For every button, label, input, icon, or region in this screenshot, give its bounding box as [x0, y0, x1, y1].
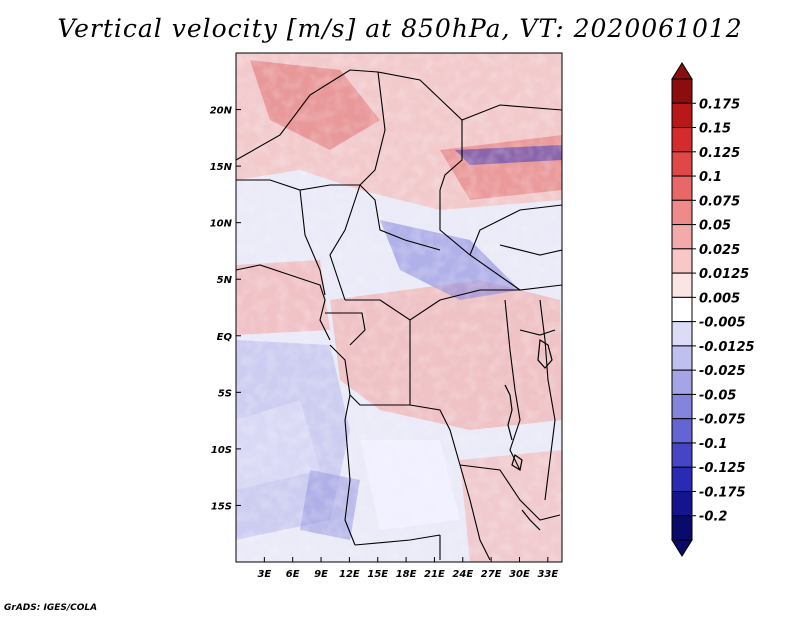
colorbar-label: 0.15	[699, 122, 731, 137]
colorbar-swatch	[671, 78, 693, 104]
colorbar-label: 0.075	[699, 194, 740, 209]
colorbar-max-arrow	[671, 62, 693, 80]
lon-tick-label: 27E	[481, 569, 502, 580]
colorbar-swatch	[671, 321, 693, 347]
colorbar-label: -0.025	[699, 364, 746, 379]
lon-tick-label: 6E	[286, 569, 300, 580]
lat-tick-label: 5N	[217, 275, 233, 286]
colorbar-label: 0.025	[699, 243, 740, 258]
colorbar-swatch	[671, 466, 693, 492]
colorbar-label: -0.005	[699, 316, 746, 331]
lat-tick-label: 10S	[211, 445, 232, 456]
colorbar-swatch	[671, 224, 693, 250]
colorbar-swatch	[671, 102, 693, 129]
colorbar-swatch	[671, 345, 693, 371]
lat-tick-label: 15S	[211, 501, 232, 512]
colorbar-swatch	[671, 199, 693, 226]
colorbar-swatch	[671, 272, 693, 298]
lat-tick-label: EQ	[217, 332, 233, 343]
colorbar-label: -0.175	[699, 485, 746, 500]
lon-tick-label: 33E	[537, 569, 558, 580]
colorbar-label: 0.0125	[699, 267, 749, 282]
country-boundaries	[236, 69, 562, 561]
lat-tick-label: 20N	[210, 106, 233, 117]
colorbar-swatch	[671, 515, 693, 541]
colorbar-min-arrow	[671, 539, 693, 557]
lat-tick-label: 15N	[210, 162, 233, 173]
colorbar-swatch	[671, 393, 693, 420]
colorbar-swatch	[671, 490, 693, 517]
lat-tick-label: 10N	[210, 219, 233, 230]
colorbar-label: 0.1	[699, 170, 722, 185]
map-title: Vertical velocity [m/s] at 850hPa, VT: 2…	[57, 14, 743, 43]
vertical-velocity-field	[236, 53, 562, 562]
colorbar-swatch	[671, 418, 693, 444]
colorbar-swatch	[671, 442, 693, 468]
grads-credit: GrADS: IGES/COLA	[4, 603, 98, 613]
colorbar-label: -0.075	[699, 413, 746, 428]
colorbar-label: -0.1	[699, 437, 727, 452]
colorbar-swatch	[671, 127, 693, 153]
lakes	[504, 338, 553, 531]
colorbar: 0.175 0.15 0.125 0.1 0.075 0.05 0.025 0.0125 0.0…	[671, 62, 755, 557]
latitude-ticks: 20N 15N 10N 5N EQ 5S 10S 15S	[210, 106, 241, 512]
colorbar-label: -0.2	[699, 510, 727, 525]
longitude-ticks: 3E 6E 9E 12E 15E 18E 21E 24E 27E 30E 33E	[257, 557, 558, 580]
map-frame	[235, 52, 563, 563]
colorbar-label: -0.05	[699, 388, 736, 403]
lon-tick-label: 24E	[452, 569, 473, 580]
colorbar-swatch	[671, 369, 693, 395]
lon-tick-label: 30E	[509, 569, 530, 580]
colorbar-label: 0.005	[699, 291, 740, 306]
lon-tick-label: 21E	[424, 569, 445, 580]
colorbar-swatch	[671, 151, 693, 177]
colorbar-swatch	[671, 296, 693, 323]
colorbar-label: 0.125	[699, 146, 740, 161]
lat-tick-label: 5S	[218, 388, 232, 399]
colorbar-label: 0.175	[699, 97, 740, 112]
lon-tick-label: 12E	[339, 569, 360, 580]
lon-tick-label: 9E	[314, 569, 328, 580]
colorbar-swatch	[671, 248, 693, 274]
colorbar-label: 0.05	[699, 219, 731, 234]
lon-tick-label: 18E	[396, 569, 417, 580]
colorbar-swatch	[671, 175, 693, 201]
lon-tick-label: 3E	[257, 569, 271, 580]
colorbar-label: -0.0125	[699, 340, 755, 355]
colorbar-label: -0.125	[699, 461, 746, 476]
lon-tick-label: 15E	[367, 569, 388, 580]
